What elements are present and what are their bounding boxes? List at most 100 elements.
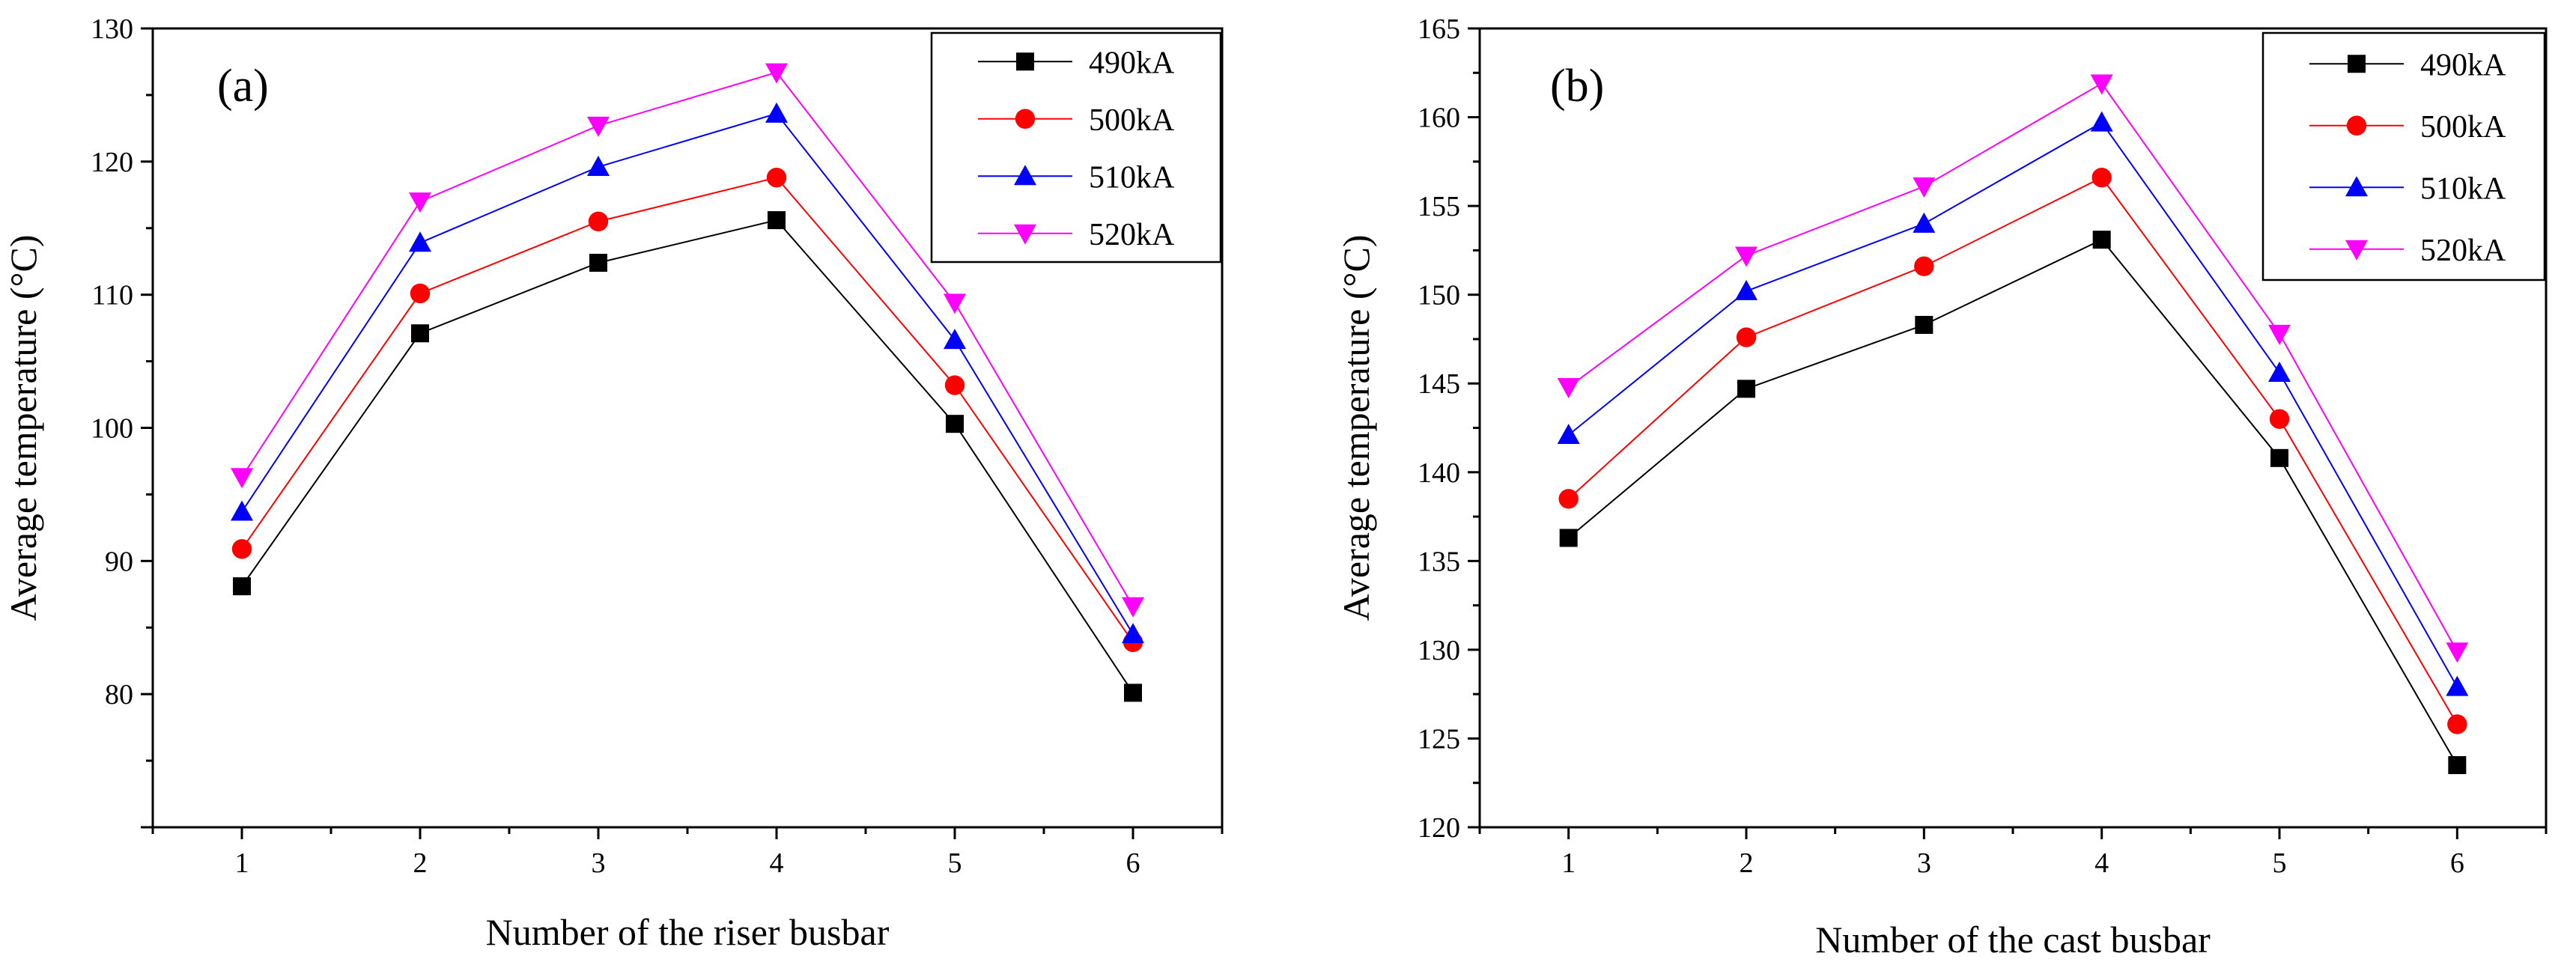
legend-marker-520kA [1014, 224, 1036, 245]
x-axis-title: Number of the riser busbar [486, 911, 890, 953]
legend-marker-520kA [2345, 240, 2368, 261]
data-point-490kA [1915, 315, 1933, 334]
data-point-510kA [1913, 212, 1936, 233]
y-tick-label: 110 [91, 280, 133, 311]
y-tick-label: 120 [1418, 812, 1460, 844]
series-line-520kA [241, 71, 1134, 607]
legend-marker-510kA [2345, 176, 2368, 197]
legend-label: 510kA [1089, 160, 1175, 195]
y-tick-label: 130 [1418, 635, 1460, 666]
chart-panel-a: 80 90 100 110 120 130 1 2 3 4 5 6 Number of the rise… [2, 13, 1224, 953]
data-point-510kA [944, 329, 966, 350]
legend-label: 490kA [1089, 46, 1175, 80]
legend-label: 520kA [2420, 234, 2506, 268]
data-point-510kA [1557, 423, 1580, 444]
panel-label: (b) [1550, 61, 1604, 112]
legend-marker-490kA [1016, 52, 1034, 71]
data-point-490kA [2092, 231, 2111, 249]
data-point-490kA [233, 577, 251, 596]
data-point-510kA [2446, 675, 2469, 696]
series-line-510kA [1568, 121, 2458, 688]
data-point-500kA [588, 211, 609, 232]
y-tick-label: 150 [1418, 280, 1460, 311]
y-tick-label: 165 [1418, 13, 1460, 45]
legend-marker-490kA [2348, 55, 2366, 73]
data-point-490kA [589, 253, 607, 272]
y-axis-title: Average temperature (°C) [1335, 234, 1377, 621]
x-tick-label: 5 [948, 847, 962, 879]
data-point-510kA [409, 231, 431, 252]
series-line-490kA [1568, 238, 2458, 766]
x-tick-label: 2 [1740, 847, 1754, 879]
legend-marker-500kA [1015, 109, 1036, 129]
data-point-520kA [1557, 377, 1580, 398]
y-tick-label: 80 [105, 679, 133, 710]
legend-label: 500kA [1089, 103, 1175, 138]
data-point-520kA [2268, 324, 2291, 345]
y-axis-title: Average temperature (°C) [2, 234, 44, 621]
panel-label: (a) [217, 61, 269, 112]
legend-label: 490kA [2420, 48, 2506, 82]
legend: 490kA 500kA 510kA 520kA [930, 31, 1222, 264]
data-point-490kA [2448, 756, 2467, 775]
y-tick-label: 160 [1418, 103, 1460, 134]
x-tick-label: 3 [592, 847, 606, 879]
data-point-500kA [231, 539, 252, 559]
series-line-510kA [241, 112, 1134, 635]
legend: 490kA 500kA 510kA 520kA [2261, 31, 2546, 281]
x-tick-label: 5 [2273, 847, 2287, 879]
data-point-520kA [231, 468, 253, 489]
data-point-500kA [944, 375, 965, 395]
x-tick-label: 1 [235, 847, 249, 879]
series-line-500kA [1567, 176, 2458, 725]
data-point-500kA [1558, 489, 1579, 509]
data-point-520kA [409, 192, 431, 213]
data-point-500kA [1736, 327, 1757, 347]
data-point-520kA [944, 293, 966, 314]
data-point-500kA [2447, 714, 2467, 734]
y-tick-label: 90 [105, 546, 133, 577]
data-point-490kA [411, 324, 429, 343]
data-point-490kA [768, 211, 786, 230]
data-point-490kA [1124, 684, 1142, 702]
series-line-520kA [1568, 82, 2458, 652]
data-point-520kA [2090, 74, 2113, 95]
legend-box [2261, 31, 2546, 281]
data-point-520kA [1735, 246, 1758, 267]
data-point-500kA [410, 283, 431, 304]
data-point-510kA [2268, 361, 2291, 382]
data-point-490kA [1559, 529, 1578, 547]
data-point-520kA [765, 63, 788, 84]
data-point-520kA [2446, 642, 2469, 663]
data-point-510kA [765, 102, 788, 123]
y-tick-label: 135 [1418, 546, 1460, 577]
data-point-520kA [587, 116, 610, 137]
data-point-510kA [587, 155, 610, 176]
x-axis-title: Number of the cast busbar [1815, 919, 2211, 961]
data-point-500kA [2092, 167, 2112, 188]
data-point-520kA [1913, 177, 1936, 198]
data-point-490kA [2270, 448, 2288, 467]
x-tick-label: 6 [2450, 847, 2464, 879]
chart-panel-b: 120 125 130 135 140 145 150 155 160 165 1 2 3 4 5 6 Numb… [1335, 13, 2548, 961]
legend-label: 510kA [2420, 171, 2506, 206]
x-tick-label: 4 [2094, 847, 2109, 879]
x-tick-label: 1 [1561, 847, 1576, 879]
y-tick-label: 145 [1418, 368, 1460, 400]
data-point-500kA [766, 167, 787, 188]
series-line-490kA [241, 219, 1134, 693]
data-point-510kA [1122, 623, 1144, 644]
data-point-490kA [946, 415, 964, 433]
x-tick-label: 3 [1917, 847, 1931, 879]
x-tick-label: 2 [413, 847, 428, 879]
y-tick-label: 140 [1418, 457, 1460, 489]
y-tick-label: 155 [1418, 191, 1460, 222]
legend-marker-500kA [2346, 115, 2367, 136]
x-tick-label: 6 [1126, 847, 1140, 879]
legend-label: 500kA [2420, 110, 2506, 144]
data-point-500kA [1914, 256, 1934, 276]
data-point-510kA [231, 500, 253, 521]
y-tick-label: 120 [91, 147, 133, 178]
data-point-520kA [1122, 597, 1144, 618]
